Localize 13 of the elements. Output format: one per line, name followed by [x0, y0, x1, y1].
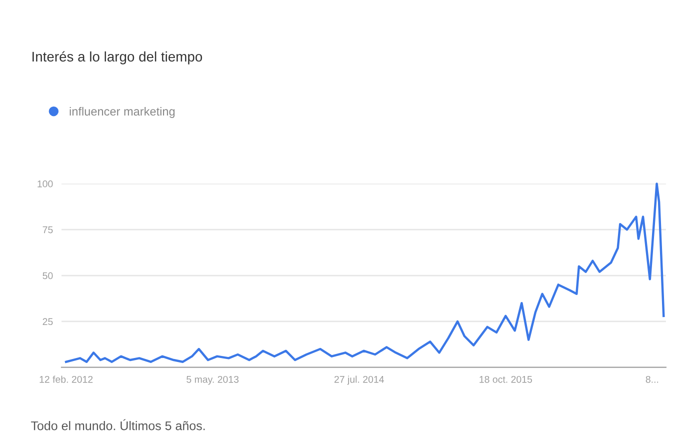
y-tick-label: 100	[38, 180, 53, 188]
y-tick-label: 25	[42, 318, 53, 326]
x-tick-label: 8...	[646, 376, 658, 383]
x-tick-label: 18 oct. 2015	[480, 376, 532, 383]
legend-label: influencer marketing	[70, 106, 175, 118]
y-tick-label: 50	[42, 272, 53, 280]
chart-title: Interés a lo largo del tiempo	[32, 51, 202, 64]
x-tick-label: 27 jul. 2014	[334, 376, 384, 385]
text: Todo el mundo. Últimos 5 años.	[31, 419, 205, 430]
y-tick-label: 75	[42, 226, 53, 234]
x-tick-label: 5 may. 2013	[186, 376, 239, 385]
line-series	[64, 182, 665, 363]
x-tick-label: 12 feb. 2012	[40, 376, 93, 383]
